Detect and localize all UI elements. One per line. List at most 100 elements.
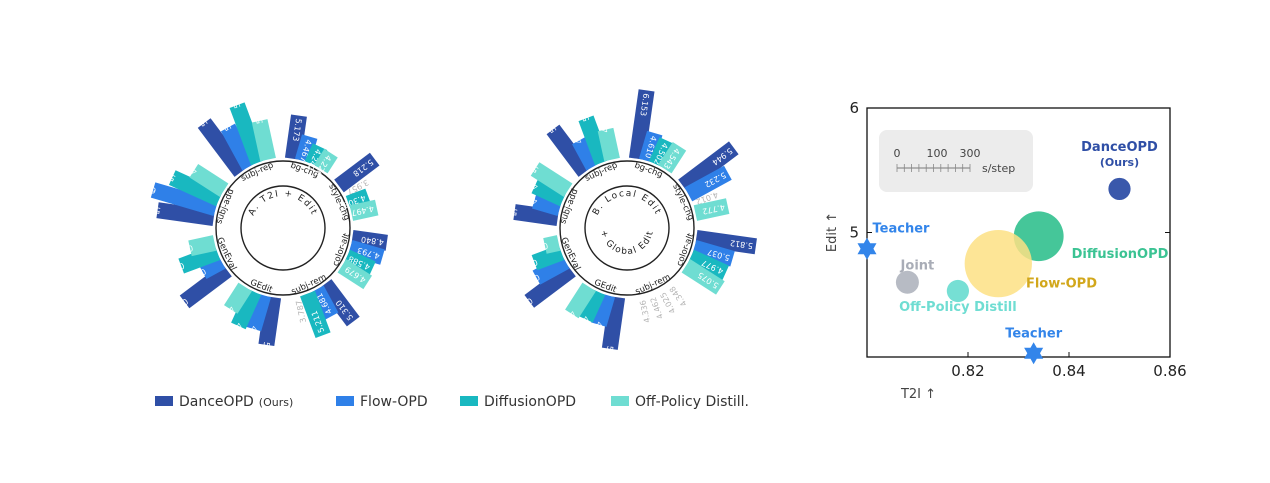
bar-value: 5.549 — [537, 111, 558, 135]
bar-rect — [300, 290, 331, 339]
bar-value: 5.857 — [189, 104, 210, 128]
bar-rect — [591, 292, 616, 327]
bar-color-alt-0: 5.812 — [695, 229, 757, 255]
speed-tick-label: 0 — [894, 147, 901, 160]
bar-value: 5.026 — [251, 100, 265, 124]
legend-swatch — [336, 396, 354, 406]
center-title: A. T2I + Edit — [247, 189, 319, 218]
bar-rect — [251, 119, 276, 162]
center-title: B. Local Edit — [591, 189, 663, 217]
bar-value: 5.178 — [494, 205, 518, 217]
speed-unit: s/step — [982, 162, 1015, 175]
bar-rect — [150, 182, 219, 217]
bar-style-chg-1: 5.232 — [684, 165, 732, 202]
bar-rect — [309, 285, 339, 321]
bar-rect — [229, 102, 266, 166]
outer-circle — [559, 160, 695, 296]
legend-suffix: (Ours) — [259, 396, 293, 409]
inner-circle — [240, 185, 326, 271]
bar-rect — [532, 254, 570, 285]
bar-rect — [681, 259, 725, 295]
point-label: DanceOPD — [1081, 140, 1158, 155]
bar-value: 4.661 — [573, 315, 591, 340]
point-label: DiffusionOPD — [1072, 247, 1169, 262]
bar-value: 0.848 — [511, 296, 535, 317]
bar-value: 4.736 — [557, 309, 577, 333]
bar-rect — [224, 282, 252, 314]
bar-rect — [695, 229, 757, 255]
teacher-point-0: Teacher — [857, 222, 931, 260]
teacher-label: Teacher — [1005, 326, 1063, 341]
point-flow-opd — [964, 229, 1032, 298]
bar-value: 4.528 — [216, 304, 236, 328]
bar-geneval-3: 0.798 — [525, 235, 561, 255]
bar-value: 5.173 — [291, 118, 303, 142]
bar-value: 5.850 — [226, 85, 242, 110]
speed-tick-label: 300 — [960, 147, 981, 160]
bar-value: 5.681 — [137, 203, 161, 215]
bar-rect — [197, 118, 248, 177]
bar-value: 0.833 — [161, 261, 186, 277]
point-label: Flow-OPD — [1026, 277, 1097, 292]
legend-item-3: Off-Policy Distill. — [611, 394, 749, 410]
bar-rect — [198, 254, 226, 280]
legend-label: DiffusionOPD — [484, 394, 576, 410]
point-off-policy-distill — [946, 279, 970, 303]
legend-swatch — [155, 396, 173, 406]
bar-rect — [578, 115, 610, 166]
bar-rect — [597, 127, 620, 162]
speed-legend-box — [879, 130, 1033, 192]
bar-rect — [179, 263, 232, 309]
radial-chart-a: A. T2I + Editbg-chg5.1734.4674.2424.226s… — [133, 85, 388, 365]
legend-label: Flow-OPD — [360, 394, 428, 410]
teacher-label: Teacher — [873, 222, 931, 237]
teacher-star-icon — [1024, 342, 1044, 365]
bar-bg-chg-3: 4.543 — [658, 141, 687, 174]
bar-rect — [524, 263, 576, 308]
bar-rect — [693, 198, 730, 221]
bar-rect — [565, 282, 596, 319]
bar-geneval-3: 0.818 — [170, 235, 217, 257]
bar-value: 5.812 — [730, 238, 754, 250]
legend-item-2: DiffusionOPD — [460, 394, 576, 410]
bar-rect — [189, 164, 229, 197]
bar-rect — [684, 165, 732, 202]
bar-rect — [349, 199, 379, 221]
bar-value: 4.679 — [589, 320, 604, 345]
legend-item-1: Flow-OPD — [336, 394, 428, 410]
legend-swatch — [611, 396, 629, 406]
bar-value: 0.849 — [166, 297, 190, 318]
radial-chart-b: B. Local Edit+ Global Editbg-chg6.1534.6… — [494, 89, 757, 369]
bar-style-chg-0: 5.944 — [678, 141, 739, 193]
point-danceopd — [1108, 177, 1131, 201]
point-label: Off-Policy Distill — [899, 300, 1017, 315]
bar-value: 5.310 — [575, 98, 591, 123]
bar-rect — [543, 235, 561, 254]
bar-color-alt-3: 4.679 — [337, 259, 373, 290]
outer-circle — [215, 160, 351, 296]
bar-rect — [578, 288, 606, 323]
bar-rect — [231, 288, 262, 330]
speed-tick-label: 100 — [927, 147, 948, 160]
bar-rect — [531, 178, 567, 207]
bar-rect — [178, 245, 221, 274]
bar-rect — [188, 235, 217, 257]
y-axis-label: Edit ↑ — [825, 212, 840, 252]
bar-rect — [658, 141, 687, 174]
center-subtitle: + Global Edit — [598, 229, 656, 257]
bar-rect — [168, 170, 223, 207]
point-joint — [895, 270, 919, 294]
bar-rect — [220, 123, 257, 171]
bar-subj-rem-0: 5.310 — [318, 279, 360, 327]
bar-rect — [343, 249, 376, 277]
bar-value: 5.498 — [603, 345, 615, 369]
teacher-star-icon — [857, 237, 877, 260]
bar-rect — [546, 124, 592, 177]
x-tick-label: 0.82 — [951, 362, 984, 380]
legend-swatch — [460, 396, 478, 406]
bar-value: 5.009 — [516, 154, 540, 174]
point-sublabel: (Ours) — [1100, 156, 1139, 169]
